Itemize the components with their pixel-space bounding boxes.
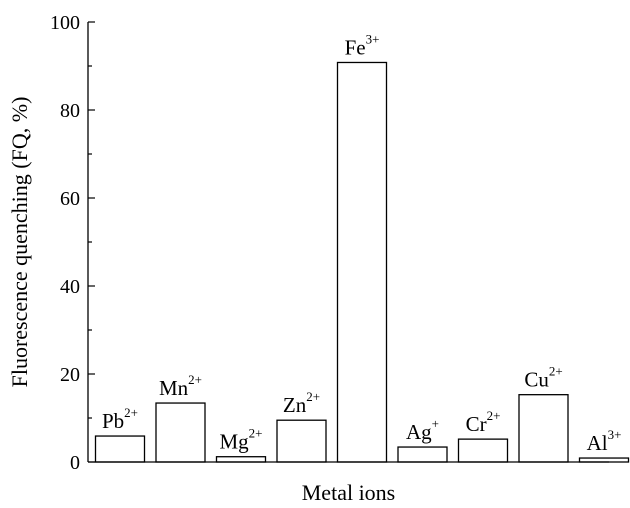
bar-label: Mn2+ — [159, 372, 202, 400]
bar — [336, 61, 388, 463]
bar-label: Cu2+ — [524, 364, 562, 392]
bar — [518, 394, 569, 463]
y-tick-label: 40 — [60, 276, 80, 298]
y-tick-label: 80 — [60, 100, 80, 122]
bar — [397, 446, 448, 463]
bar — [215, 456, 267, 463]
y-tick-label: 20 — [60, 364, 80, 386]
x-axis-title: Metal ions — [302, 480, 396, 505]
bar — [155, 402, 206, 463]
y-tick-label: 60 — [60, 188, 80, 210]
bar-label: Cr2+ — [466, 408, 501, 436]
bar-label: Fe3+ — [345, 31, 380, 59]
bar — [94, 435, 146, 463]
y-tick-label: 100 — [50, 12, 80, 34]
bar-label: Ag+ — [406, 416, 439, 444]
bar-label: Pb2+ — [102, 405, 138, 433]
y-tick-label: 0 — [70, 452, 80, 474]
bar — [276, 419, 327, 463]
y-axis-title: Fluorescence quenching (FQ, %) — [7, 97, 32, 388]
bar-labels: Pb2+ Mn2+ Mg2+ Zn2+ Fe3+ Ag+ Cr2+ Cu2+ Al3+ — [102, 31, 621, 455]
bar-label: Zn2+ — [283, 389, 320, 417]
bars — [94, 61, 630, 463]
y-axis-ticks: 0 20 40 60 80 100 — [50, 12, 95, 474]
bar — [457, 438, 509, 463]
bar-label: Mg2+ — [219, 426, 262, 454]
bar-label: Al3+ — [587, 427, 622, 455]
